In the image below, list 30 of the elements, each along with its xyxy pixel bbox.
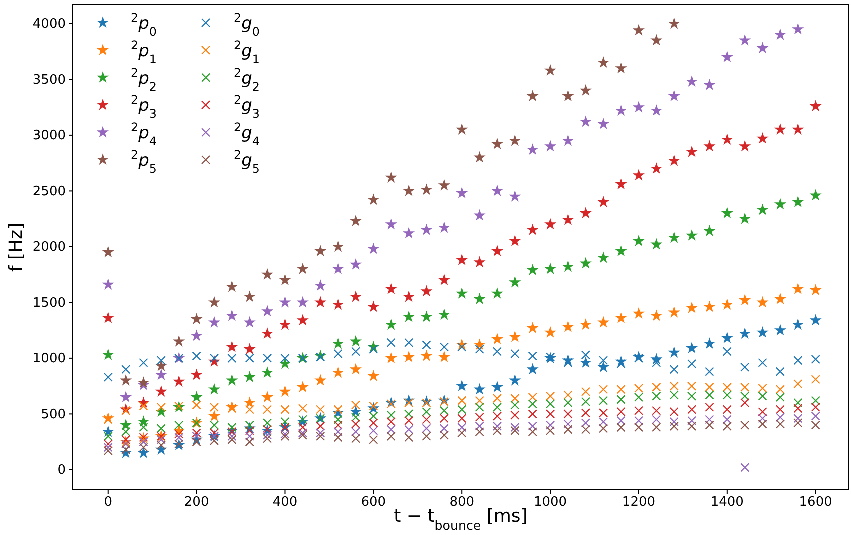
y-axis-title: f [Hz] [6,222,27,272]
x-tick-label: 200 [184,495,210,510]
x-tick-label: 600 [361,495,386,510]
y-tick-label: 2000 [32,240,66,256]
x-tick-label: 1000 [534,495,568,510]
legend-label: $^{2}$g$_{3}$ [234,93,260,122]
legend-label: $^{2}$p$_{3}$ [131,93,157,122]
legend-label: $^{2}$g$_{0}$ [234,11,260,39]
x-tick-label: 1600 [799,495,832,510]
legend-label: $^{2}$p$_{0}$ [131,11,157,39]
legend-label: $^{2}$p$_{5}$ [131,148,157,176]
legend-label: $^{2}$p$_{1}$ [131,38,157,66]
legend-label: $^{2}$g$_{4}$ [234,120,260,149]
y-tick-label: 1000 [32,352,66,367]
legend-label: $^{2}$p$_{4}$ [131,120,157,149]
y-tick-label: 1500 [32,296,66,311]
x-tick-label: 1400 [710,495,744,510]
y-tick-label: 3500 [32,72,66,88]
x-tick-label: 400 [272,495,298,510]
y-tick-label: 4000 [32,17,66,32]
x-tick-label: 0 [104,495,113,510]
legend-label: $^{2}$g$_{1}$ [234,38,260,66]
y-tick-label: 3000 [32,128,66,144]
legend-label: $^{2}$g$_{5}$ [234,148,260,176]
y-tick-label: 2500 [32,184,66,200]
legend-label: $^{2}$g$_{2}$ [234,66,260,94]
y-tick-label: 500 [41,407,66,422]
legend-label: $^{2}$p$_{2}$ [131,66,157,94]
y-tick-label: 0 [58,463,66,478]
x-tick-label: 1200 [622,495,656,510]
